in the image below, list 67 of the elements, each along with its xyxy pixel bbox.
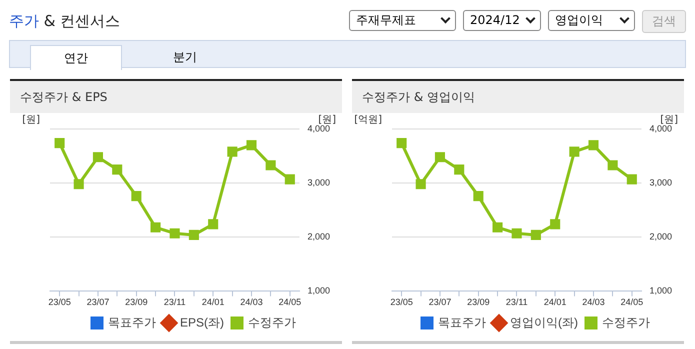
point (170, 228, 180, 238)
y2-tick-label: 1,000 (649, 286, 672, 296)
text: 검색 (642, 10, 686, 33)
x-tick-label: 23/09 (125, 297, 148, 308)
text: 영업이익 (555, 12, 603, 29)
x-tick-label: 24/01 (544, 297, 566, 308)
point (112, 164, 122, 175)
text: 분기 (172, 49, 198, 66)
x-tick-label: 24/03 (582, 297, 605, 308)
point (588, 140, 599, 150)
point (512, 228, 522, 238)
legend-label: 목표주가 (108, 315, 156, 330)
x-tick-label: 24/03 (240, 297, 263, 308)
x-tick-label: 23/05 (48, 297, 71, 308)
x-tick-label: 23/05 (390, 297, 413, 308)
text: 주가 & 컨센서스 (9, 12, 120, 30)
x-tick-label: 23/11 (164, 297, 186, 308)
point (54, 138, 65, 148)
y2-tick-label: 2,000 (649, 232, 672, 242)
y2-tick-label: 4,000 (307, 123, 330, 134)
legend-label: EPS(좌) (180, 315, 224, 330)
x-tick-label: 23/11 (506, 297, 528, 308)
point (92, 152, 104, 162)
y2-tick-label: 2,000 (307, 232, 330, 242)
point (396, 138, 407, 148)
legend-label: 수정주가 (248, 315, 296, 330)
x-tick-label: 23/07 (428, 297, 452, 308)
point (626, 174, 637, 184)
y-axis-title: [원] (22, 114, 40, 126)
y2-axis-title: [원] (318, 114, 336, 126)
point (434, 152, 446, 162)
x-tick-label: 24/05 (278, 297, 302, 308)
text: 연간 (30, 45, 122, 70)
y-axis-title: [억원] (354, 114, 382, 126)
point (266, 160, 276, 170)
point (150, 222, 161, 232)
chart-title: 수정주가 & EPS (10, 81, 342, 113)
text: 주재무제표 (356, 12, 416, 29)
y2-tick-label: 1,000 (307, 286, 330, 296)
y2-tick-label: 4,000 (649, 123, 672, 134)
legend-label: 수정주가 (602, 315, 650, 330)
point (416, 179, 426, 190)
x-tick-label: 23/07 (86, 297, 110, 308)
point (188, 230, 199, 240)
point (227, 146, 238, 157)
legend-label: 목표주가 (438, 315, 486, 330)
point (454, 164, 464, 175)
y2-tick-label: 3,000 (649, 178, 672, 188)
text: 2024/12 (470, 12, 520, 29)
point (208, 219, 218, 230)
point (284, 174, 295, 184)
y2-tick-label: 3,000 (307, 178, 330, 188)
point (569, 146, 580, 157)
x-tick-label: 24/05 (620, 297, 644, 308)
x-tick-label: 24/01 (202, 297, 224, 308)
point (473, 191, 484, 202)
point (492, 222, 503, 232)
point (608, 160, 618, 170)
point (246, 140, 257, 150)
point (530, 230, 541, 240)
y2-axis-title: [원] (660, 114, 678, 126)
point (550, 219, 560, 230)
point (131, 191, 142, 202)
point (74, 179, 84, 190)
chart-title: 수정주가 & 영업이익 (352, 81, 684, 113)
legend-label: 영업이익(좌) (510, 315, 578, 330)
x-tick-label: 23/09 (467, 297, 490, 308)
